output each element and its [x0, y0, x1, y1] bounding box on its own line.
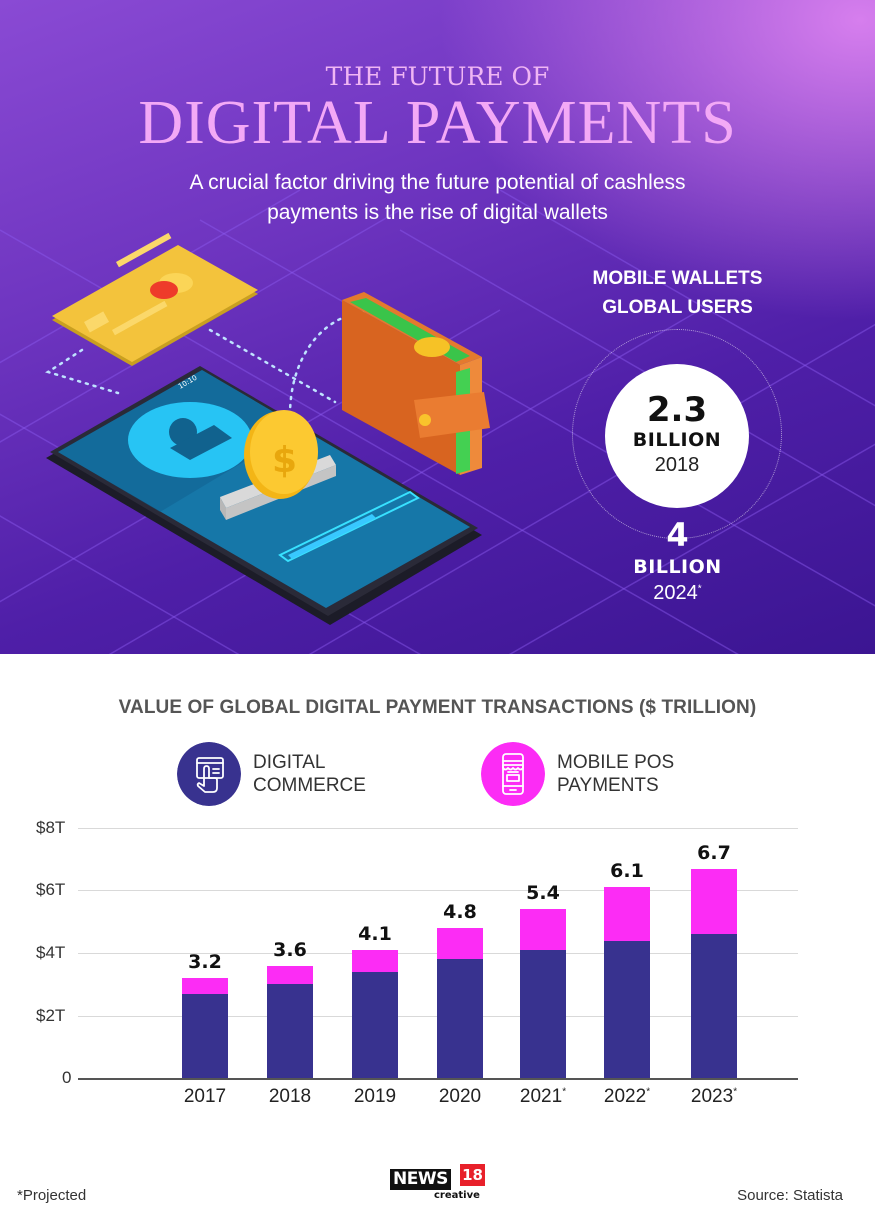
- payment-illustration: 10:10 $: [45, 232, 490, 625]
- legend-line1: DIGITAL: [253, 752, 326, 773]
- bar-segment-digital-commerce: [352, 971, 398, 1078]
- bar-segment-digital-commerce: [182, 993, 228, 1078]
- dotted-ring: [572, 329, 782, 539]
- bar-segment-digital-commerce: [520, 949, 566, 1078]
- bar-segment-mobile-pos: [437, 928, 483, 960]
- bar-2023: [691, 868, 737, 1078]
- bar-total-label: 6.1: [610, 860, 644, 883]
- legend-label-digital-commerce: DIGITAL COMMERCE: [253, 751, 453, 797]
- bar-total-label: 3.6: [273, 938, 307, 961]
- gridline: [78, 828, 798, 829]
- x-tick-year: 2017: [183, 1086, 227, 1107]
- stat-2024-year: 2024*: [600, 582, 755, 605]
- x-tick-year: 2018: [268, 1086, 312, 1107]
- stat-2024-unit: BILLION: [633, 556, 722, 578]
- x-axis-line: [78, 1078, 798, 1080]
- bar-segment-mobile-pos: [352, 949, 398, 972]
- news18-creative-logo: NEWS 18 creative: [390, 1164, 490, 1204]
- gridline: [78, 890, 798, 891]
- stat-2018-unit: BILLION: [632, 429, 722, 451]
- wallet-icon: [342, 292, 490, 475]
- logo-creative: creative: [434, 1190, 480, 1201]
- x-tick-label: 2017: [165, 1086, 245, 1108]
- y-tick-8t: $8T: [36, 818, 66, 837]
- logo-news: NEWS: [390, 1169, 451, 1190]
- bar-segment-mobile-pos: [604, 887, 650, 941]
- projected-marker: *: [646, 1086, 651, 1098]
- hero-title: DIGITAL PAYMENTS: [138, 89, 737, 157]
- hero-subtitle-line2: payments is the rise of digital wallets: [267, 201, 608, 224]
- credit-card-icon: [52, 232, 258, 366]
- bar-segment-digital-commerce: [267, 984, 313, 1078]
- bar-segment-mobile-pos: [691, 868, 737, 935]
- bar-2019: [352, 949, 398, 1078]
- user-avatar-icon: [128, 402, 252, 478]
- bar-segment-mobile-pos: [520, 909, 566, 950]
- x-tick-year: 2019: [353, 1086, 397, 1107]
- stacked-bar-chart: $8T $6T $4T $2T 0 3.2 2017 3.6 2018 4.1 2019 4…: [0, 810, 875, 1130]
- projected-note: *Projected: [17, 1187, 87, 1204]
- legend-label-mobile-pos: MOBILE POS PAYMENTS: [557, 751, 757, 797]
- stat-heading-line1: MOBILE WALLETS: [592, 268, 763, 289]
- card-touch-icon: [177, 742, 241, 806]
- x-tick-label: 2018: [250, 1086, 330, 1108]
- bar-total-label: 4.8: [443, 901, 477, 923]
- chart-title: VALUE OF GLOBAL DIGITAL PAYMENT TRANSACT…: [118, 697, 757, 718]
- x-tick-label: 2022*: [587, 1086, 667, 1108]
- x-tick-label: 2019: [335, 1086, 415, 1108]
- y-tick-0: 0: [62, 1068, 72, 1087]
- y-tick-6t: $6T: [36, 880, 66, 899]
- x-tick-year: 2022: [603, 1086, 647, 1107]
- progress-bar-icon: [278, 490, 420, 563]
- x-tick-label: 2020: [420, 1086, 500, 1108]
- stat-2024-value: 4: [666, 516, 689, 554]
- bar-2021: [520, 909, 566, 1078]
- hero-subtitle-line1: A crucial factor driving the future pote…: [189, 171, 686, 194]
- bar-segment-digital-commerce: [437, 959, 483, 1078]
- bar-total-label: 6.7: [697, 841, 731, 864]
- hero-subtitle: A crucial factor driving the future pote…: [120, 168, 755, 228]
- y-tick-2t: $2T: [36, 1006, 66, 1025]
- y-tick-4t: $4T: [36, 943, 66, 962]
- svg-text:$: $: [272, 440, 297, 481]
- projected-marker: *: [697, 583, 702, 595]
- bar-total-label: 3.2: [188, 951, 222, 973]
- mobile-wallet-users-heading: MOBILE WALLETS GLOBAL USERS: [575, 264, 780, 322]
- legend-line2: PAYMENTS: [557, 775, 659, 796]
- hero-banner: THE FUTURE OF DIGITAL PAYMENTS A crucial…: [0, 0, 875, 654]
- stat-heading-line2: GLOBAL USERS: [602, 297, 753, 318]
- source-credit: Source: Statista: [737, 1187, 843, 1204]
- projected-marker: *: [733, 1086, 738, 1098]
- bar-total-label: 4.1: [358, 922, 392, 945]
- stat-2018-value: 2.3: [646, 390, 708, 430]
- mobile-shop-icon: [481, 742, 545, 806]
- legend-line2: COMMERCE: [253, 775, 366, 796]
- stat-2018-circle: 2.3 BILLION 2018: [605, 364, 749, 508]
- bar-segment-digital-commerce: [691, 934, 737, 1078]
- bar-2018: [267, 965, 313, 1078]
- stat-2018-year: 2018: [654, 454, 700, 476]
- projected-marker: *: [562, 1086, 567, 1098]
- logo-18: 18: [460, 1164, 485, 1186]
- x-tick-label: 2021*: [503, 1086, 583, 1108]
- bar-segment-mobile-pos: [267, 965, 313, 985]
- x-tick-year: 2023: [690, 1086, 734, 1107]
- legend-line1: MOBILE POS: [557, 752, 675, 773]
- bar-segment-mobile-pos: [182, 978, 228, 994]
- stat-2024-year-text: 2024: [653, 582, 698, 604]
- dollar-coin-icon: $: [220, 410, 336, 520]
- x-tick-year: 2020: [438, 1086, 482, 1107]
- hero-kicker: THE FUTURE OF: [325, 62, 550, 91]
- x-tick-label: 2023*: [674, 1086, 754, 1108]
- bar-2017: [182, 978, 228, 1078]
- bar-total-label: 5.4: [526, 882, 560, 905]
- bar-2022: [604, 887, 650, 1078]
- x-tick-year: 2021: [519, 1086, 563, 1107]
- bar-2020: [437, 928, 483, 1078]
- bar-segment-digital-commerce: [604, 940, 650, 1078]
